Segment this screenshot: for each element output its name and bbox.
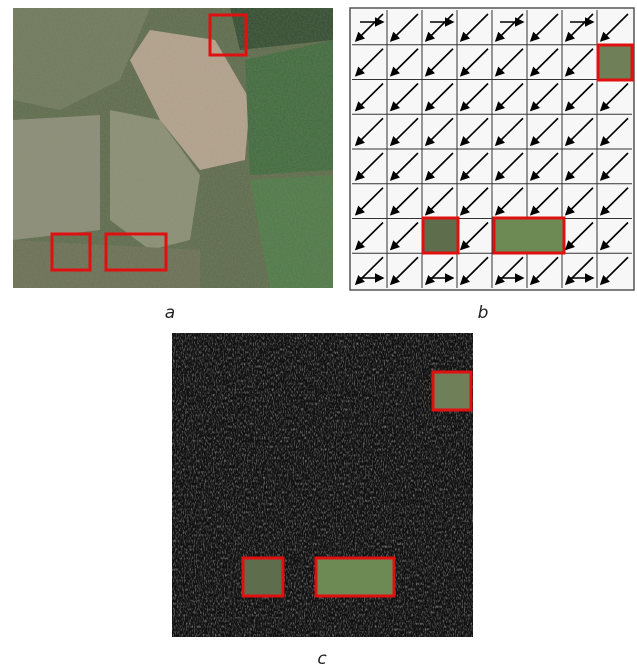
grid-diagram <box>350 8 634 290</box>
noise-image <box>172 333 473 637</box>
highlight-box <box>423 218 458 253</box>
panel-label: a <box>165 303 175 323</box>
highlight-box <box>598 45 632 80</box>
highlight-box <box>243 558 283 596</box>
highlight-box <box>494 218 564 253</box>
highlight-box <box>316 558 394 596</box>
panel-label: c <box>317 649 327 669</box>
highlight-box <box>433 372 471 410</box>
panel-label: b <box>478 303 489 323</box>
figure: a b c <box>0 0 637 669</box>
satellite-image <box>13 8 333 288</box>
